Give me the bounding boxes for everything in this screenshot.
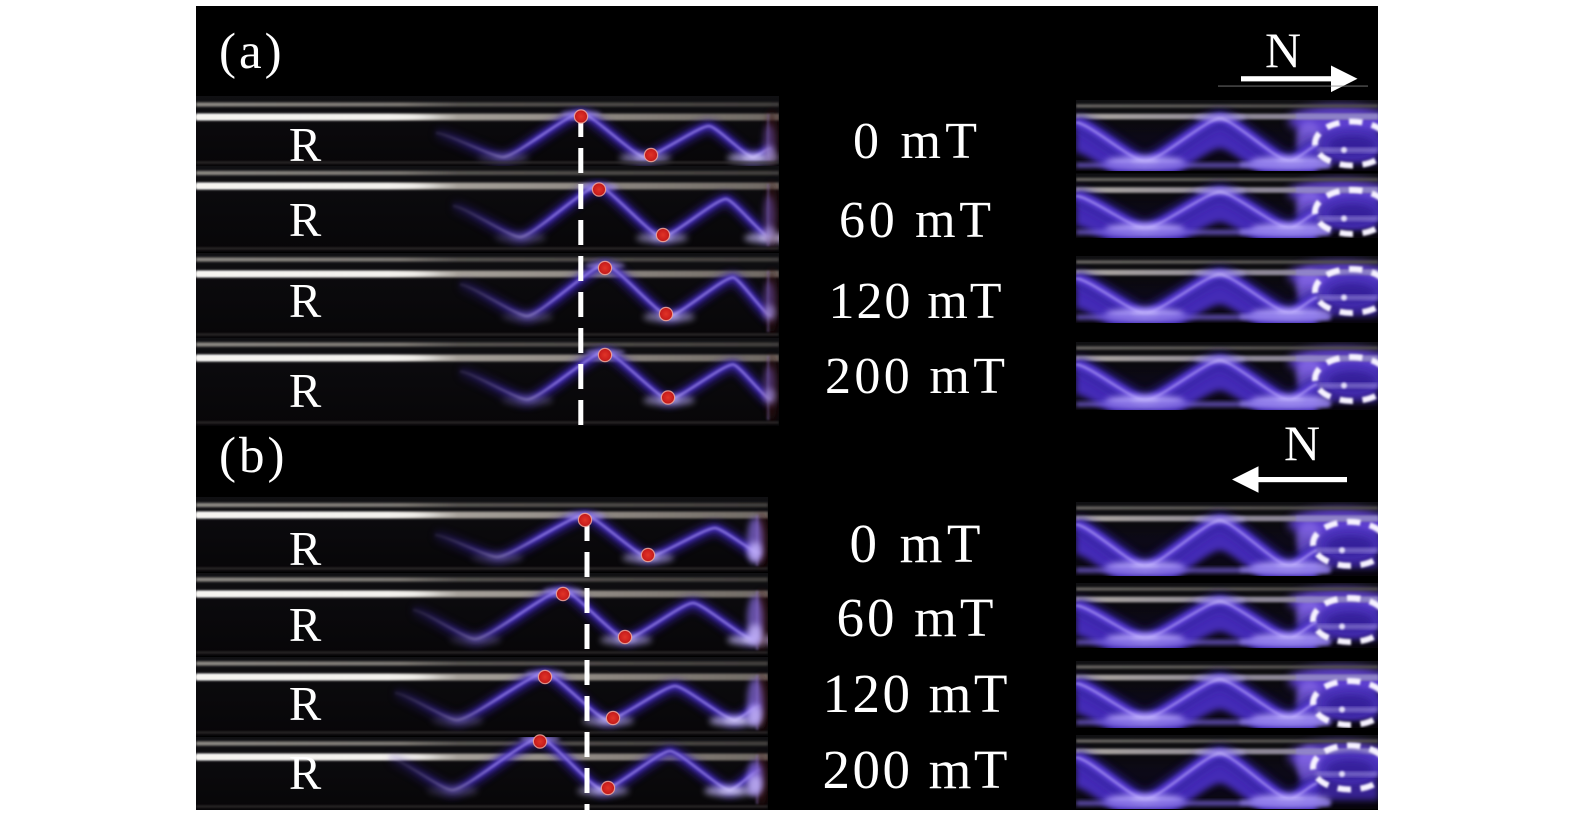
svg-text:(a): (a) <box>219 24 285 80</box>
svg-text:200 mT: 200 mT <box>825 348 1005 405</box>
svg-text:N: N <box>1265 22 1301 78</box>
svg-text:0 mT: 0 mT <box>850 513 981 574</box>
svg-text:200 mT: 200 mT <box>823 739 1008 800</box>
svg-text:R: R <box>289 747 322 800</box>
svg-text:R: R <box>289 678 322 731</box>
svg-text:R: R <box>289 275 322 328</box>
svg-text:60 mT: 60 mT <box>837 587 994 648</box>
svg-text:R: R <box>289 194 322 247</box>
svg-text:0 mT: 0 mT <box>853 113 977 170</box>
svg-text:120 mT: 120 mT <box>829 273 1002 330</box>
svg-text:60 mT: 60 mT <box>839 192 991 249</box>
svg-text:120 mT: 120 mT <box>823 663 1008 724</box>
svg-text:R: R <box>289 523 322 576</box>
svg-text:N: N <box>1284 415 1320 471</box>
svg-text:(b): (b) <box>219 428 287 484</box>
svg-text:R: R <box>289 599 322 652</box>
svg-text:R: R <box>289 365 322 418</box>
svg-text:R: R <box>289 119 322 172</box>
